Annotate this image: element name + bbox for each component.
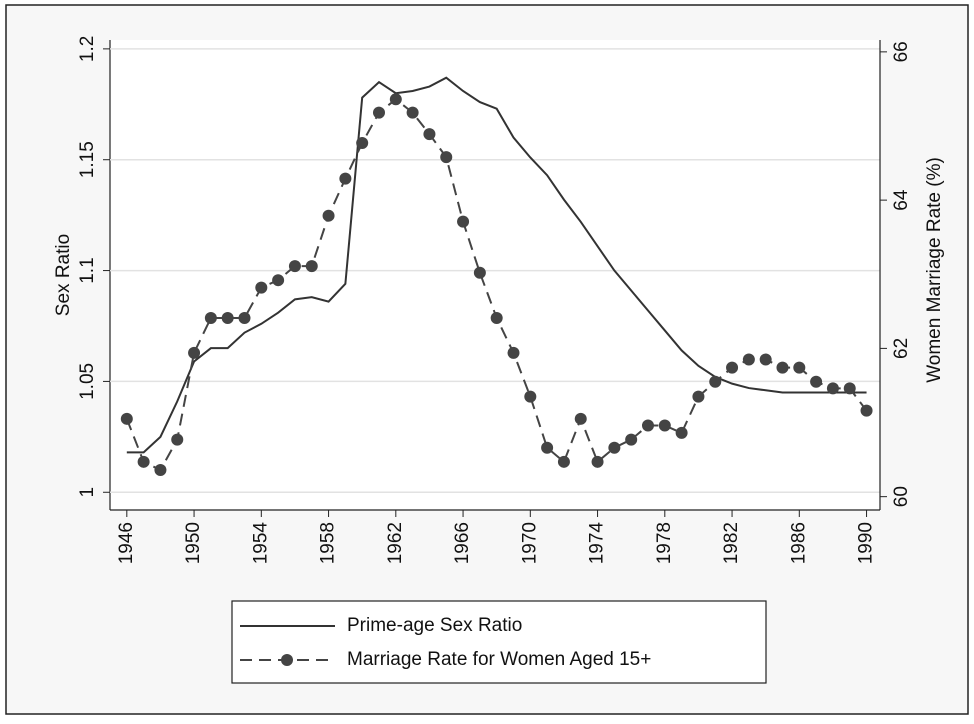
legend-marker: [281, 654, 293, 666]
series-marker: [507, 346, 520, 359]
series-marker: [742, 353, 755, 366]
x-tick-label: 1990: [856, 522, 877, 564]
series-marker: [608, 441, 621, 454]
x-tick-label: 1970: [519, 522, 540, 564]
series-line: [126, 76, 867, 454]
x-tick-label: 1966: [452, 522, 473, 564]
series-marker: [860, 404, 873, 417]
x-tick-label: 1978: [654, 522, 675, 564]
x-tick-label: 1986: [788, 522, 809, 564]
series-marker: [255, 281, 268, 294]
plot-area: [110, 40, 880, 510]
series-marker: [356, 137, 369, 150]
y-tick-label: 1.1: [77, 257, 98, 283]
series-marker: [810, 375, 823, 388]
series-marker: [204, 311, 217, 324]
y2-tick-label: 60: [891, 486, 912, 507]
series-marker: [826, 382, 839, 395]
y-tick-label: 1.05: [77, 363, 98, 400]
y2-tick-label: 62: [891, 338, 912, 359]
series-marker: [692, 390, 705, 403]
series-marker: [221, 311, 234, 324]
series-marker: [305, 260, 318, 273]
x-tick-label: 1974: [587, 522, 608, 565]
y-axis-label: Sex Ratio: [53, 234, 74, 316]
series-marker: [557, 455, 570, 468]
series-marker: [843, 382, 856, 395]
legend-label: Prime-age Sex Ratio: [347, 615, 522, 636]
legend-box: [231, 600, 767, 684]
series-marker: [709, 375, 722, 388]
series-marker: [473, 266, 486, 279]
y2-axis-label: Women Marriage Rate (%): [924, 157, 945, 383]
series-marker: [759, 353, 772, 366]
series-marker: [389, 93, 402, 106]
series-marker: [726, 361, 739, 374]
y-tick-label: 1.15: [77, 141, 98, 178]
series-marker: [541, 441, 554, 454]
series-marker: [793, 361, 806, 374]
series-marker: [524, 390, 537, 403]
series-marker: [171, 433, 184, 446]
series-marker: [641, 419, 654, 432]
y-tick-label: 1: [77, 487, 98, 498]
y-tick-label: 1.2: [77, 36, 98, 62]
series-marker: [339, 172, 352, 185]
series-marker: [238, 311, 251, 324]
x-tick-label: 1950: [183, 522, 204, 564]
series-marker: [137, 455, 150, 468]
series-marker: [574, 412, 587, 425]
series-marker: [120, 412, 133, 425]
y2-tick-label: 66: [891, 41, 912, 62]
y2-tick-label: 64: [891, 189, 912, 211]
series-marker: [154, 463, 167, 476]
series-marker: [490, 311, 503, 324]
series-marker: [625, 433, 638, 446]
series-marker: [440, 151, 453, 164]
legend-label: Marriage Rate for Women Aged 15+: [347, 649, 651, 670]
series-marker: [406, 106, 419, 119]
series-marker: [675, 426, 688, 439]
series-marker: [322, 209, 335, 222]
series-marker: [457, 215, 470, 228]
x-tick-label: 1982: [721, 522, 742, 564]
series-marker: [188, 346, 201, 359]
x-tick-label: 1946: [116, 522, 137, 564]
series-marker: [423, 128, 436, 141]
x-tick-label: 1958: [318, 522, 339, 564]
series-marker: [776, 361, 789, 374]
series-marker: [272, 274, 285, 287]
series-marker: [591, 455, 604, 468]
x-tick-label: 1962: [385, 522, 406, 564]
series-marker: [288, 260, 301, 273]
x-tick-label: 1954: [250, 522, 271, 565]
series-marker: [658, 419, 671, 432]
series-marker: [372, 106, 385, 119]
